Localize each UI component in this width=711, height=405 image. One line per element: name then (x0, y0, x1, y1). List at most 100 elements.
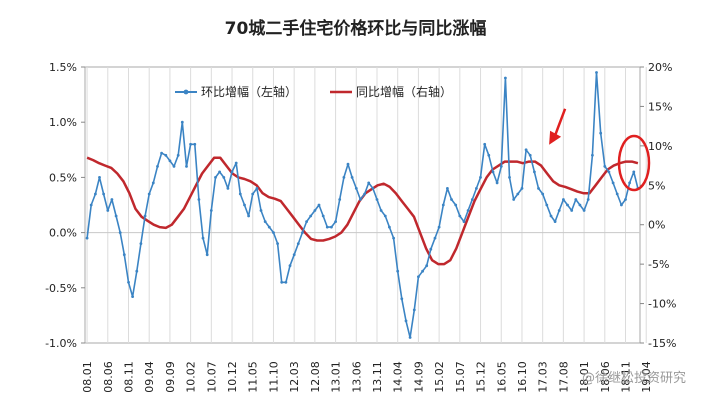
series-mom-point (234, 161, 238, 165)
series-mom-point (392, 236, 395, 240)
series-mom-point (528, 153, 532, 157)
series-mom-point (504, 76, 507, 80)
series-mom-point (557, 209, 561, 212)
x-tick-label: 10.02 (185, 361, 198, 393)
x-tick-label: 18.11 (620, 361, 633, 393)
annotation-ellipse (617, 134, 651, 192)
series-mom-point (545, 203, 549, 207)
series-mom-point (350, 176, 354, 179)
series-mom-point (193, 142, 197, 146)
series-mom-point (375, 198, 379, 201)
series-mom-point (632, 170, 636, 174)
series-mom-point (251, 192, 255, 196)
series-mom-point (574, 198, 578, 201)
series-mom-point (284, 280, 288, 284)
y-left-tick-label: 1.0% (49, 116, 77, 129)
series-mom-point (226, 187, 230, 190)
series-mom-point (524, 148, 528, 152)
y-right-tick-label: -10% (648, 298, 676, 311)
series-mom-point (247, 214, 251, 218)
series-mom-point (371, 187, 375, 190)
series-mom-point (267, 225, 271, 229)
series-mom-point (408, 336, 412, 339)
y-left-tick-label: 0.5% (49, 171, 77, 184)
annotation-arrow-head (549, 130, 562, 145)
x-tick-label: 16.05 (495, 361, 508, 393)
x-tick-label: 18.01 (578, 361, 591, 393)
series-mom-point (454, 203, 458, 207)
series-mom-point (317, 203, 321, 207)
x-tick-label: 18.06 (599, 361, 612, 393)
series-mom-point (118, 231, 122, 235)
series-mom-point (383, 214, 387, 218)
series-mom-point (603, 165, 607, 168)
series-mom-point (334, 220, 337, 224)
series-mom-point (218, 170, 222, 174)
series-mom-point (238, 192, 242, 196)
x-tick-label: 12.03 (288, 361, 301, 393)
y-right-tick-label: 5% (648, 179, 665, 192)
series-mom-point (330, 225, 333, 229)
y-right-tick-label: 0% (648, 219, 665, 232)
series-mom-point (591, 153, 594, 157)
series-mom-point (321, 214, 325, 218)
series-mom-point (450, 198, 453, 201)
series-mom-point (313, 209, 317, 212)
x-tick-label: 08.01 (81, 361, 94, 393)
series-mom-point (417, 275, 420, 279)
series-mom-point (98, 176, 101, 179)
series-mom-point (404, 319, 408, 323)
x-tick-label: 13.11 (371, 361, 384, 393)
series-mom-point (611, 181, 615, 185)
series-mom-point (292, 253, 296, 257)
series-mom-point (230, 170, 234, 174)
series-mom-point (400, 297, 404, 301)
series-mom-point (185, 165, 188, 168)
series-mom-point (570, 209, 574, 212)
x-tick-label: 11.10 (267, 361, 280, 393)
legend-label-yoy: 同比增幅（右轴） (356, 84, 452, 99)
x-tick-label: 10.07 (205, 361, 218, 393)
series-mom-point (582, 209, 586, 212)
y-right-tick-label: -15% (648, 337, 676, 350)
series-mom-point (338, 198, 342, 201)
series-mom-point (499, 165, 503, 168)
x-tick-label: 15.02 (433, 361, 446, 393)
series-mom-point (205, 253, 209, 257)
y-left-tick-label: 0.0% (49, 227, 77, 240)
series-mom-point (346, 162, 350, 166)
y-right-tick-label: 15% (648, 100, 672, 113)
x-tick-label: 17.03 (537, 361, 550, 393)
series-mom-point (263, 220, 267, 224)
series-mom-point (620, 203, 623, 207)
series-mom-point (495, 181, 499, 185)
series-mom-point (520, 187, 524, 190)
x-tick-label: 19.04 (640, 361, 653, 393)
series-mom-point (189, 142, 193, 146)
x-tick-label: 16.10 (516, 361, 529, 393)
series-mom-point (296, 242, 300, 246)
y-left-tick-label: -0.5% (45, 282, 77, 295)
series-mom-point (475, 187, 478, 190)
series-mom-point (156, 165, 159, 168)
x-tick-label: 17.08 (557, 361, 570, 393)
series-mom-point (305, 220, 308, 224)
x-tick-label: 13.06 (350, 361, 363, 393)
series-mom-point (470, 198, 474, 201)
series-mom-point (429, 247, 433, 251)
x-tick-label: 09.04 (143, 361, 156, 393)
x-tick-label: 10.12 (226, 361, 239, 393)
y-right-tick-label: -5% (648, 258, 669, 271)
y-left-tick-label: 1.5% (49, 61, 77, 74)
series-mom-point (110, 198, 114, 201)
series-mom-point (342, 176, 346, 179)
x-tick-label: 15.07 (454, 361, 467, 393)
series-mom-point (201, 236, 205, 240)
y-right-tick-label: 20% (648, 61, 672, 74)
series-mom-point (139, 242, 143, 246)
series-mom-point (354, 187, 358, 190)
series-mom-point (491, 170, 495, 174)
series-mom-point (483, 142, 487, 146)
